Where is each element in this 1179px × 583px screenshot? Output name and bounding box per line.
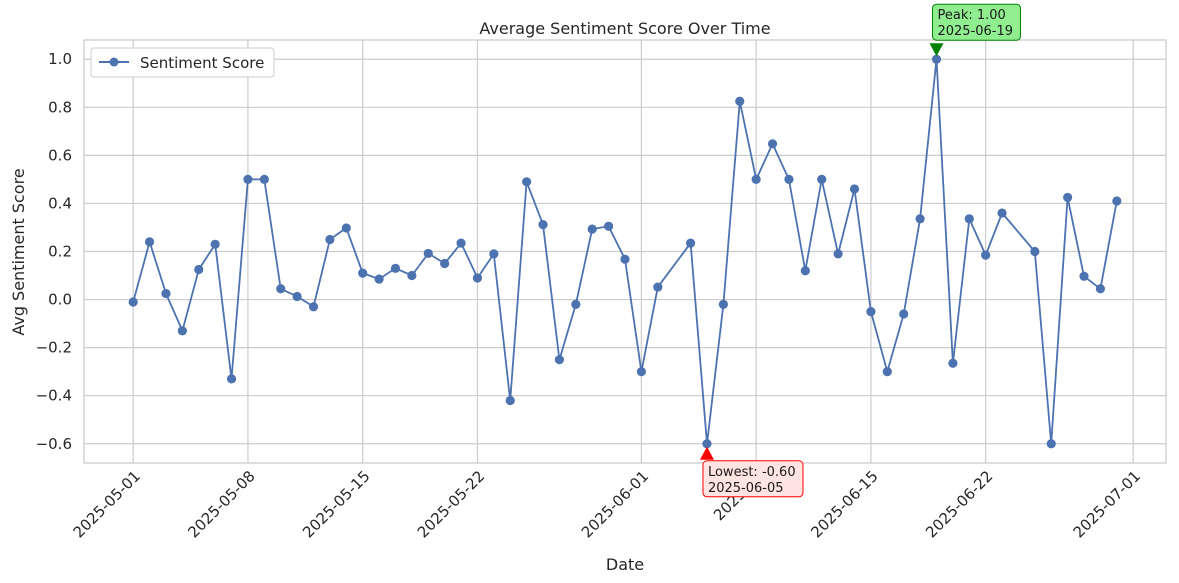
data-point (899, 309, 909, 319)
data-point (292, 291, 302, 302)
peak-arrow (929, 43, 944, 57)
y-axis-ticks: −0.6 −0.4 −0.2 0.0 0.2 0.4 0.6 0.8 1.0 (36, 50, 72, 453)
y-tick-label: 1.0 (48, 50, 72, 68)
y-tick-label: −0.4 (36, 387, 72, 405)
data-point (685, 238, 696, 248)
data-point (866, 306, 876, 317)
data-point (554, 355, 565, 365)
data-point (964, 214, 974, 224)
data-point (374, 274, 384, 284)
data-point (702, 439, 712, 449)
data-point (358, 268, 368, 278)
data-point (931, 54, 942, 64)
data-point (1079, 271, 1089, 281)
data-point (144, 237, 155, 247)
data-point (308, 302, 319, 312)
data-point (751, 174, 761, 184)
data-point (440, 258, 450, 269)
data-point (653, 282, 663, 292)
data-point (243, 174, 253, 184)
grid-lines (84, 40, 1166, 463)
data-point (784, 174, 794, 184)
lowest-value-label: Lowest: -0.60 (708, 465, 796, 480)
legend-label: Sentiment Score (140, 54, 264, 72)
chart-title: Average Sentiment Score Over Time (479, 19, 770, 38)
data-point (915, 214, 925, 224)
data-point (587, 224, 597, 234)
legend-box (90, 47, 275, 78)
peak-value-label: Peak: 1.00 (937, 8, 1005, 23)
y-tick-label: 0.8 (48, 98, 72, 116)
data-point (538, 219, 548, 230)
legend: Sentiment Score (90, 47, 275, 78)
data-point (276, 284, 286, 294)
y-axis-label: Avg Sentiment Score (9, 168, 28, 335)
data-point (604, 221, 614, 231)
x-axis-label: Date (606, 555, 644, 574)
lowest-label-box (702, 460, 804, 498)
data-point (161, 288, 171, 299)
data-point (177, 326, 187, 336)
y-tick-label: 0.2 (48, 243, 72, 261)
data-point (882, 367, 892, 377)
y-tick-label: 0.0 (48, 291, 72, 309)
data-point (489, 249, 499, 259)
data-point (636, 367, 646, 377)
data-point (571, 299, 581, 309)
lowest-arrow (699, 446, 714, 460)
data-point (735, 96, 745, 106)
data-point (210, 239, 220, 249)
y-tick-label: 0.6 (48, 146, 72, 164)
data-point (800, 266, 810, 276)
data-point (1046, 439, 1056, 449)
y-tick-label: −0.6 (36, 435, 72, 453)
data-point (767, 139, 778, 149)
data-point (817, 174, 827, 184)
data-point (1030, 246, 1040, 257)
plot-area-frame (83, 39, 1167, 464)
data-point (325, 234, 335, 245)
data-point (505, 395, 515, 406)
data-point (718, 299, 728, 309)
data-point (997, 208, 1007, 218)
legend-marker-swatch (109, 57, 119, 67)
data-point (981, 250, 991, 260)
data-point (472, 273, 483, 283)
data-point (1095, 284, 1106, 294)
peak-label-box (931, 3, 1021, 41)
data-point (407, 270, 417, 281)
y-tick-label: −0.2 (36, 339, 72, 357)
data-point (522, 177, 532, 187)
data-point (1063, 192, 1073, 203)
data-point (620, 254, 630, 264)
data-point (128, 297, 138, 307)
lowest-date-label: 2025-06-05 (708, 481, 784, 496)
data-point (194, 264, 204, 275)
data-point (456, 238, 466, 248)
data-point (948, 358, 958, 368)
data-point (259, 174, 269, 184)
data-point (833, 249, 843, 259)
data-point (226, 374, 237, 384)
series-layer (128, 54, 1122, 449)
data-point (1112, 196, 1122, 206)
y-tick-label: 0.4 (48, 194, 72, 212)
data-point (341, 223, 351, 233)
data-point (849, 184, 860, 194)
data-point (423, 248, 433, 259)
peak-date-label: 2025-06-19 (937, 24, 1013, 39)
data-point (390, 263, 401, 273)
